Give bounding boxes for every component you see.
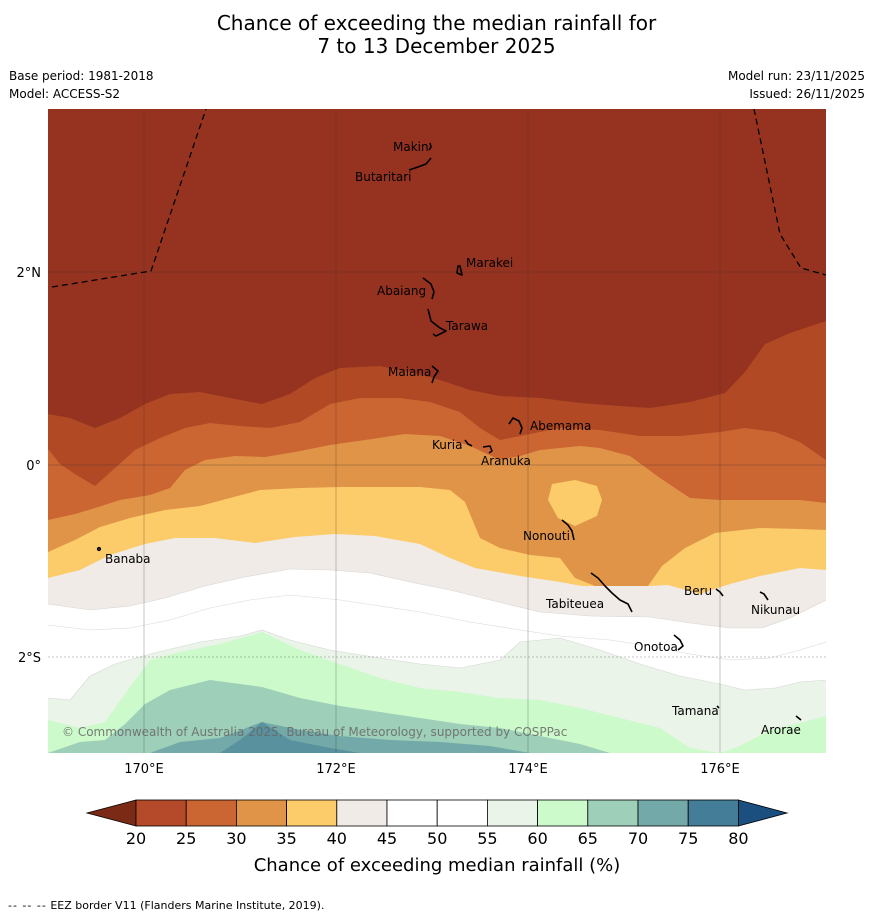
colorbar-tick-60: 60 [527,829,547,848]
island-makin [428,142,432,151]
island-kuria [464,439,473,447]
island-banaba [96,546,102,552]
colorbar-segment-75-80 [687,799,739,827]
lon-label-174: 174°E [508,762,548,777]
band-65-70 [48,680,610,753]
band-75-80 [220,722,360,753]
base-period: Base period: 1981-2018 [9,69,154,83]
label-marakei: Marakei [466,256,513,270]
title-line-2: 7 to 13 December 2025 [317,34,556,58]
colorbar-tick-labels: 20 25 30 35 40 45 50 55 60 65 70 75 80 [126,829,749,848]
island-abemama [508,417,523,435]
label-banaba: Banaba [105,552,151,566]
island-tarawa [427,308,447,337]
colorbar [85,799,789,827]
label-makin: Makin [393,140,429,154]
colorbar-tick-70: 70 [628,829,648,848]
colorbar-segment-70-75 [637,799,689,827]
lat-label-0: 0° [26,459,41,474]
islands [96,142,802,721]
meta-left: Base period: 1981-2018 Model: ACCESS-S2 [9,67,154,103]
meta-right: Model run: 23/11/2025 Issued: 26/11/2025 [728,67,865,103]
graticule [48,109,826,753]
colorbar-tick-20: 20 [126,829,146,848]
label-abaiang: Abaiang [377,284,426,298]
island-arorae [795,715,802,721]
eez-dash-sample: -- -- -- [8,899,47,912]
island-tabiteuea [590,572,633,613]
colorbar-segment-55-60 [486,799,538,827]
label-beru: Beru [684,584,712,598]
colorbar-tick-35: 35 [276,829,296,848]
island-maiana [431,365,439,384]
model-run: Model run: 23/11/2025 [727,69,865,83]
lon-label-170: 170°E [124,762,164,777]
colorbar-under-arrow [85,799,137,827]
lon-label-176: 176°E [700,762,740,777]
probability-field: Makin Butaritari Marakei Abaiang Tarawa … [48,109,826,753]
colorbar-segment-45-50 [386,799,438,827]
label-arorae: Arorae [761,723,801,737]
footer-note: -- -- -- EEZ border V11 (Flanders Marine… [8,899,324,912]
label-aranuka: Aranuka [481,454,531,468]
colorbar-tick-65: 65 [578,829,598,848]
colorbar-segment-30-35 [235,799,287,827]
colorbar-tick-80: 80 [728,829,748,848]
island-nikunau [759,591,769,601]
colorbar-segment-60-65 [537,799,589,827]
label-abemama: Abemama [530,419,591,433]
colorbar-segment-20-25 [135,799,187,827]
colorbar-segment-50-55 [436,799,488,827]
island-nonouti [561,519,575,541]
colorbar-segment-40-45 [336,799,388,827]
colorbar-segment-35-40 [286,799,338,827]
label-onotoa: Onotoa [634,640,678,654]
colorbar-title: Chance of exceeding median rainfall (%) [254,855,621,876]
label-nonouti: Nonouti [523,529,570,543]
label-maiana: Maiana [388,365,431,379]
eez-border [51,109,826,288]
lon-label-172: 172°E [316,762,356,777]
model-name: Model: ACCESS-S2 [9,87,121,101]
place-labels: Makin Butaritari Marakei Abaiang Tarawa … [105,140,801,737]
colorbar-segment-65-70 [587,799,639,827]
island-abaiang [422,277,435,300]
lat-label-2n: 2°N [17,266,42,281]
label-nikunau: Nikunau [751,603,800,617]
label-tabiteuea: Tabiteuea [545,597,604,611]
band-35-40-island [548,480,602,526]
colorbar-tick-45: 45 [377,829,397,848]
island-butaritari [408,157,432,171]
island-tamana [716,705,720,709]
colorbar-tick-55: 55 [477,829,497,848]
island-onotoa [673,634,684,651]
colorbar-tick-30: 30 [226,829,246,848]
island-marakei [456,265,463,276]
colorbar-tick-75: 75 [678,829,698,848]
colorbar-tick-40: 40 [327,829,347,848]
colorbar-tick-25: 25 [176,829,196,848]
axis-labels: 170°E 172°E 174°E 176°E 2°N 0° 2°S [17,266,740,777]
colorbar-over-arrow [738,799,789,827]
island-beru [715,588,724,597]
title-line-1: Chance of exceeding the median rainfall … [216,11,657,35]
issued-date: Issued: 26/11/2025 [749,87,865,101]
copyright-text: © Commonwealth of Australia 2025, Bureau… [62,725,567,739]
label-tarawa: Tarawa [445,319,488,333]
chart-title: Chance of exceeding the median rainfall … [0,12,873,58]
lat-label-2s: 2°S [18,651,41,666]
colorbar-tick-50: 50 [427,829,447,848]
label-kuria: Kuria [432,438,463,452]
colorbar-segment-25-30 [185,799,237,827]
label-butaritari: Butaritari [355,170,412,184]
island-aranuka [482,445,493,454]
label-tamana: Tamana [671,704,719,718]
footer-text: EEZ border V11 (Flanders Marine Institut… [50,899,325,912]
